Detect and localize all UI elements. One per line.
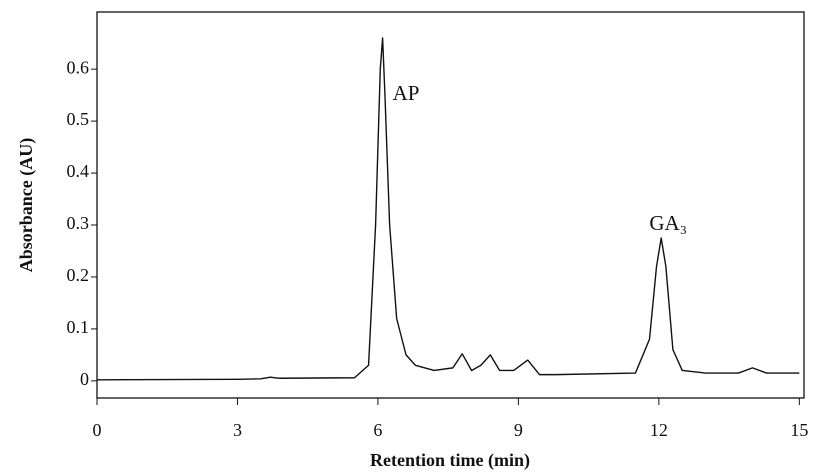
y-tick-label: 0.5 <box>67 109 90 129</box>
y-tick-label: 0 <box>80 369 89 389</box>
y-tick-label: 0.3 <box>67 213 90 233</box>
x-tick-label: 0 <box>93 420 102 440</box>
y-tick-label: 0.1 <box>67 317 90 337</box>
x-tick-label: 15 <box>790 420 808 440</box>
y-tick-label: 0.2 <box>67 265 90 285</box>
y-tick-label: 0.6 <box>67 57 90 77</box>
x-tick-label: 9 <box>514 420 523 440</box>
x-tick-label: 3 <box>233 420 242 440</box>
peak-annotation: AP <box>393 81 420 105</box>
x-tick-label: 6 <box>373 420 382 440</box>
y-tick-label: 0.4 <box>67 161 90 181</box>
x-tick-label: 12 <box>650 420 668 440</box>
x-axis-label: Retention time (min) <box>370 450 530 471</box>
peak-annotation: GA₃ <box>649 211 687 235</box>
chromatogram-line <box>96 37 800 381</box>
y-axis-label: Absorbance (AU) <box>16 138 37 273</box>
plot-frame <box>96 11 805 399</box>
